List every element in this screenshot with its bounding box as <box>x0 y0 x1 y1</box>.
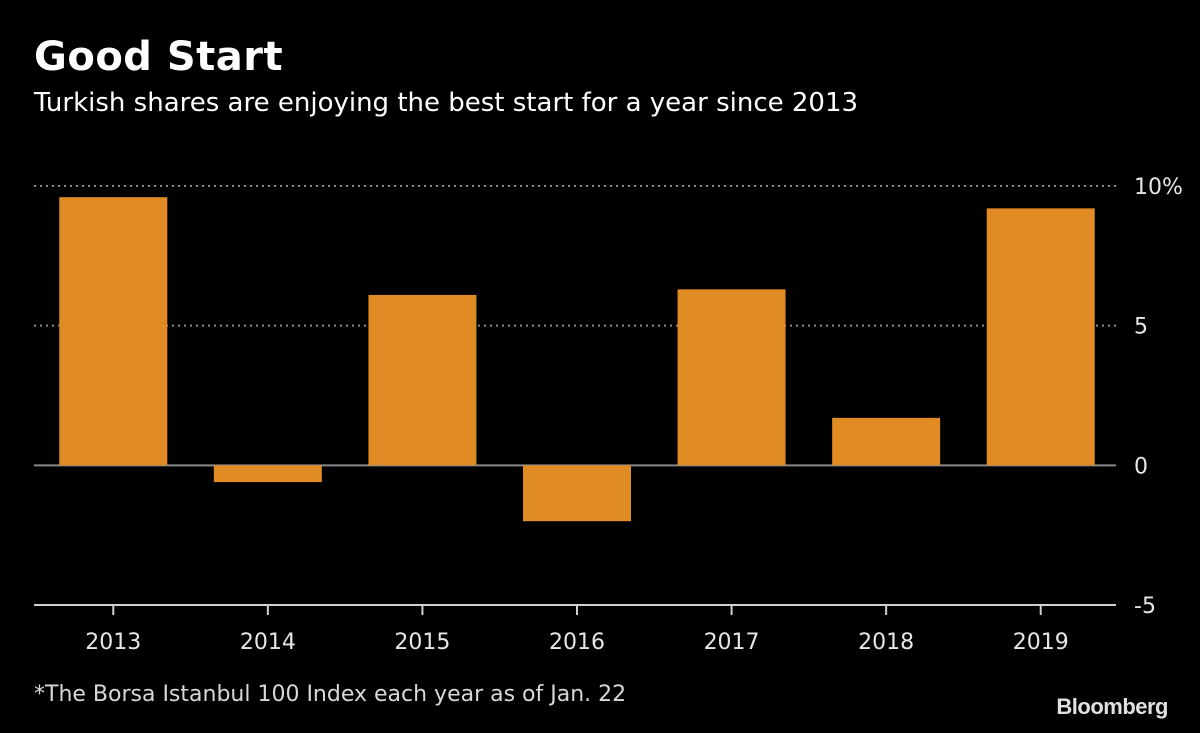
chart-subtitle: Turkish shares are enjoying the best sta… <box>34 88 859 118</box>
x-tick-label: 2015 <box>394 630 450 655</box>
y-tick-label: 0 <box>1134 454 1148 479</box>
bloomberg-logo: Bloomberg <box>1056 694 1168 719</box>
x-tick-label: 2013 <box>85 630 141 655</box>
bar-2016 <box>523 465 631 522</box>
bar-2018 <box>832 417 941 466</box>
bar-2013 <box>59 197 168 466</box>
bar-2015 <box>368 294 477 466</box>
footnote: *The Borsa Istanbul 100 Index each year … <box>34 682 627 707</box>
y-tick-label: -5 <box>1134 594 1156 619</box>
bar-2014 <box>213 465 322 483</box>
bar-2017 <box>677 289 786 466</box>
x-tick-label: 2018 <box>858 630 914 655</box>
y-tick-label: 5 <box>1134 315 1148 340</box>
y-tick-label: 10% <box>1134 175 1183 200</box>
x-tick-label: 2019 <box>1013 630 1069 655</box>
chart-title: Good Start <box>34 34 284 80</box>
bar-2019 <box>986 208 1095 466</box>
x-tick-label: 2014 <box>240 630 296 655</box>
x-tick-label: 2017 <box>704 630 760 655</box>
x-tick-label: 2016 <box>549 630 605 655</box>
